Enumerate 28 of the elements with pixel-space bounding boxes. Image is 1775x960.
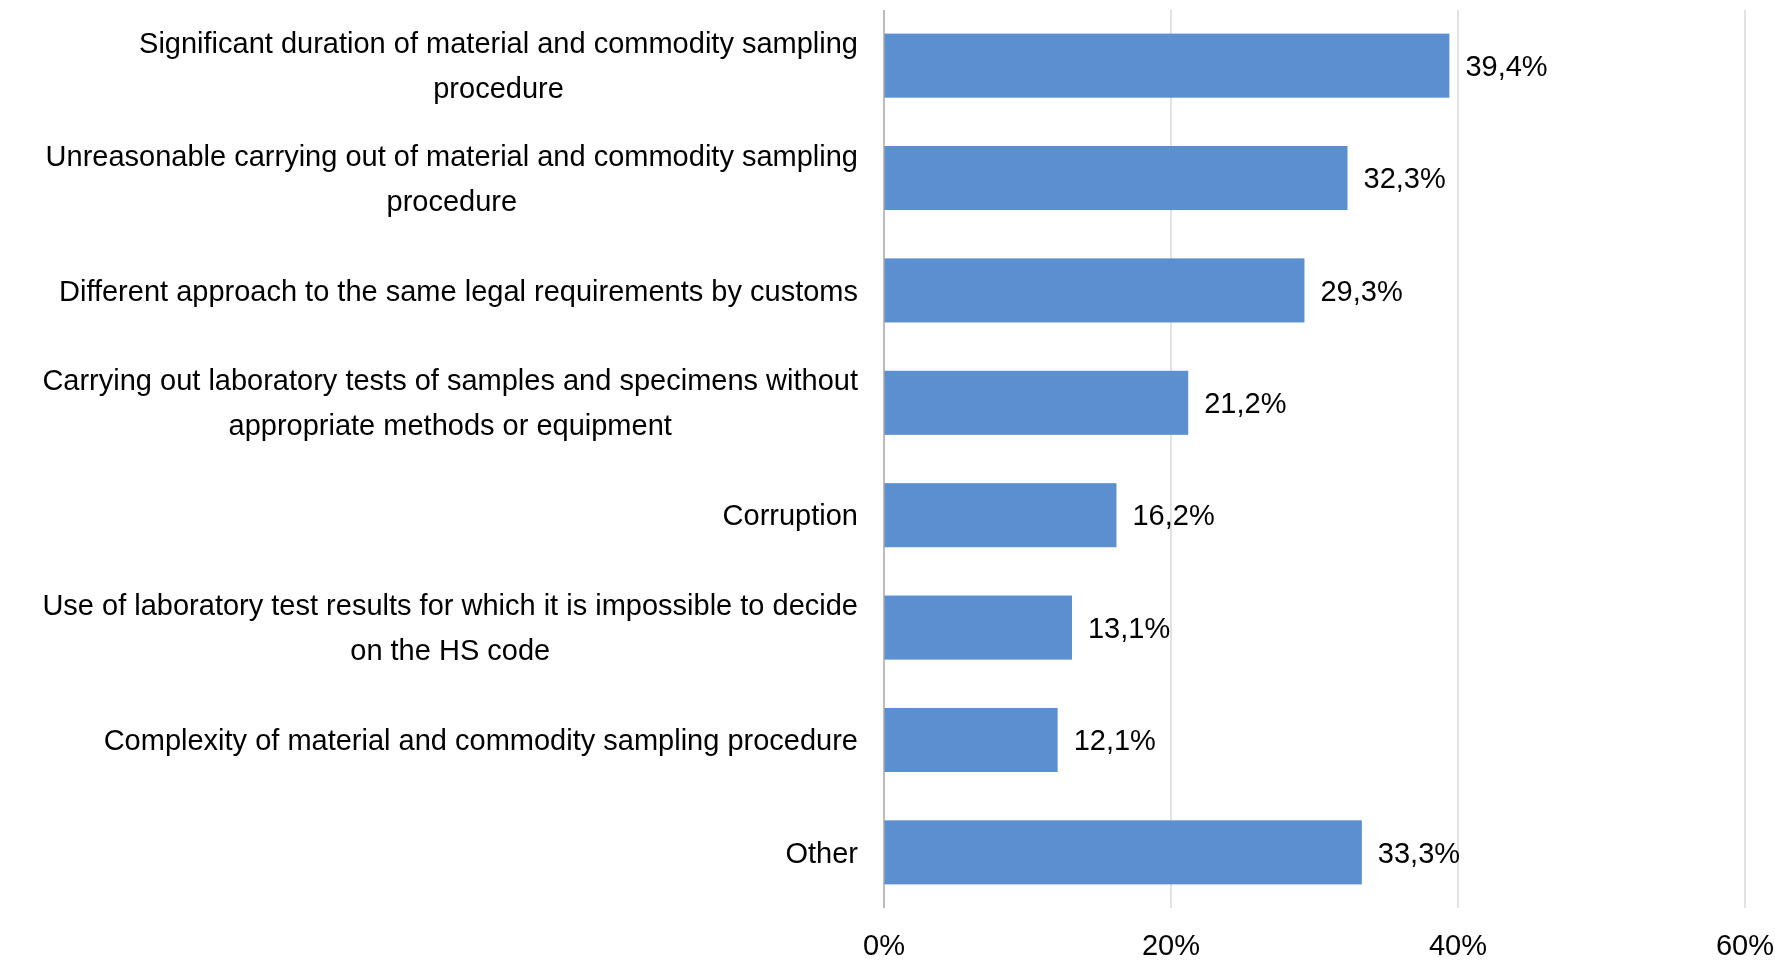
y-tick-label: Unreasonable carrying out of material and commodity sampling procedure — [45, 139, 858, 217]
bar — [884, 820, 1362, 885]
x-tick-label: 60% — [1715, 929, 1775, 960]
y-tick-label: Use of laboratory test results for which it is impossible to decide on the HS code — [42, 589, 858, 667]
data-label: 33,3% — [1377, 836, 1461, 869]
data-label: 29,3% — [1320, 274, 1403, 307]
data-label: 16,2% — [1132, 499, 1215, 532]
bar — [884, 33, 1450, 98]
x-tick-label: 0% — [863, 929, 905, 960]
y-tick-label: Complexity of material and commodity sampling procedure — [103, 724, 858, 757]
data-label: 12,1% — [1073, 724, 1156, 757]
data-label: 13,1% — [1087, 611, 1171, 644]
bar — [884, 145, 1348, 211]
bar — [884, 483, 1117, 548]
bar — [884, 707, 1058, 773]
bar — [884, 258, 1305, 323]
bar — [884, 370, 1189, 435]
y-tick-label: Different approach to the same legal requirements by customs — [59, 274, 859, 307]
x-tick-label: 20% — [1141, 929, 1201, 960]
bar — [884, 595, 1072, 660]
y-tick-label: Carrying out laboratory tests of samples and specimens without appropriate methods or equipment — [42, 364, 859, 442]
y-tick-label: Other — [785, 836, 859, 869]
data-label: 39,4% — [1465, 49, 1548, 82]
data-label: 21,2% — [1204, 386, 1287, 419]
y-tick-label: Corruption — [722, 499, 858, 532]
y-tick-label: Significant duration of material and commodity sampling procedure — [139, 27, 859, 105]
x-tick-label: 40% — [1428, 929, 1488, 960]
data-label: 32,3% — [1363, 162, 1446, 195]
